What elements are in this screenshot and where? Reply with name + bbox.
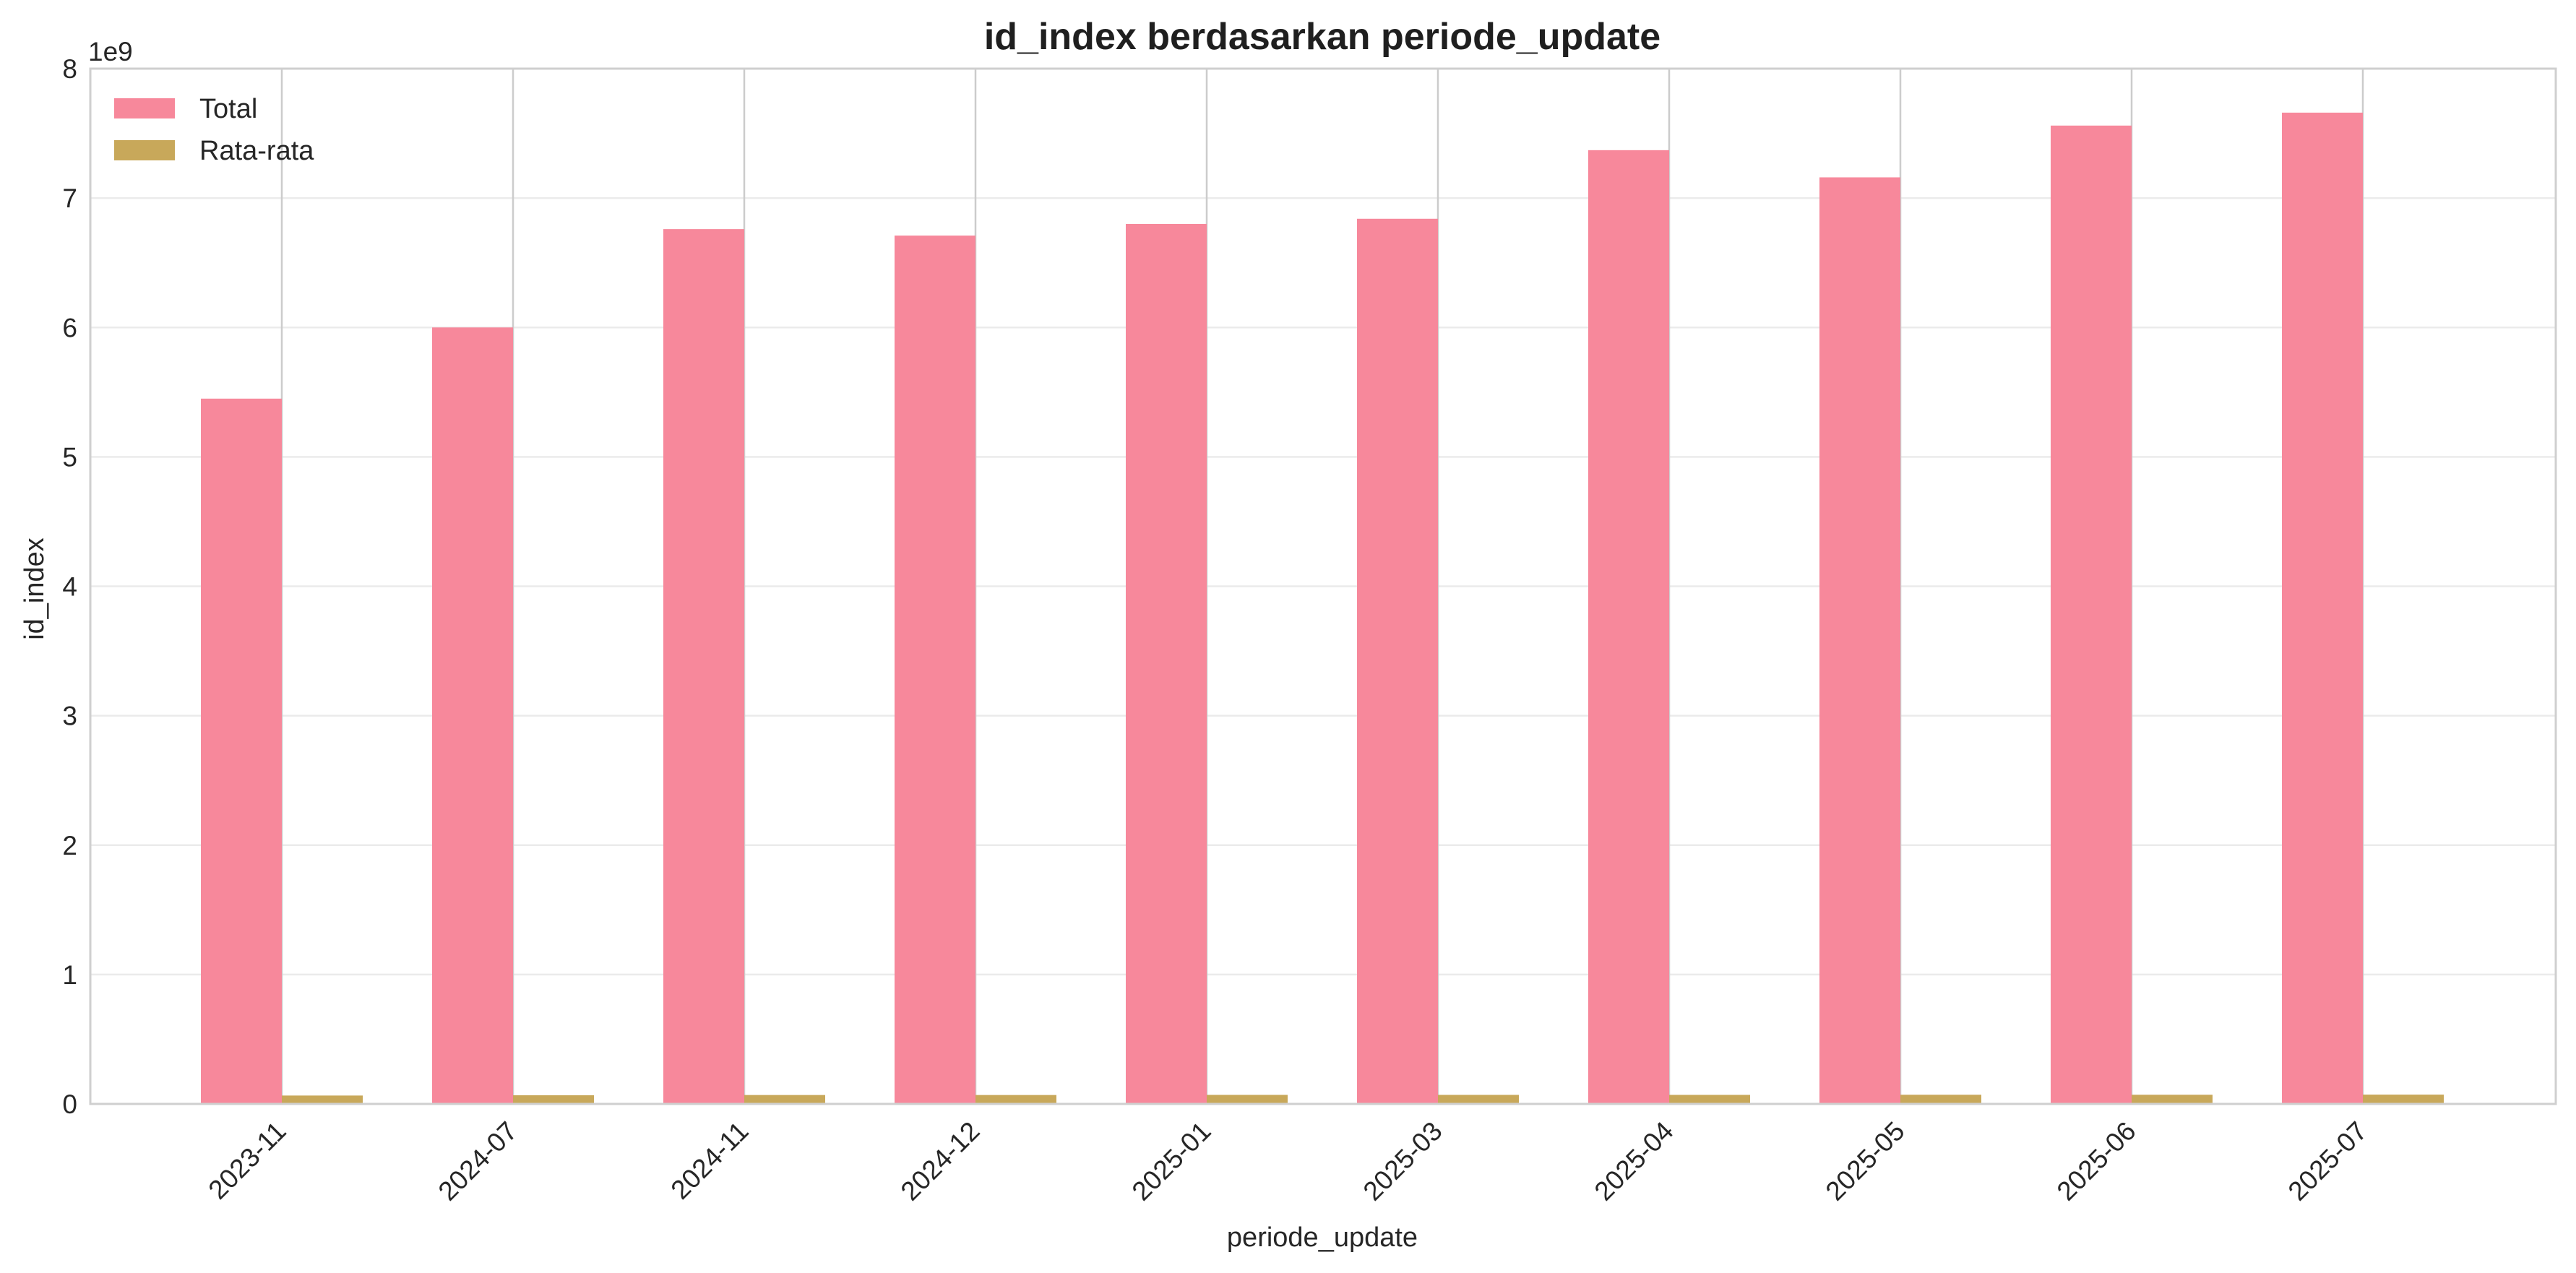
bar-total [201,398,282,1104]
bar-rata-rata [975,1095,1056,1104]
legend: Total Rata-rata [114,94,314,166]
x-tick-label: 2024-11 [665,1116,754,1205]
bar-total [1819,177,1900,1105]
x-tick-label: 2025-04 [1589,1116,1679,1207]
x-axis: 2023-11 2024-07 2024-11 2024-12 2025-01 2025-… [203,1116,2373,1207]
x-tick-label: 2025-06 [2051,1116,2142,1207]
bars [201,112,2444,1105]
x-tick-label: 2025-05 [1820,1116,1911,1207]
y-tick-label: 6 [62,313,77,342]
y-tick-label: 8 [62,54,77,84]
y-tick-label: 2 [62,831,77,860]
bar-rata-rata [744,1095,825,1104]
bar-total [2282,112,2363,1105]
x-tick-label: 2025-03 [1358,1116,1448,1207]
y-offset-label: 1e9 [88,37,133,66]
legend-swatch-total [114,98,175,118]
bar-total [432,327,513,1104]
bar-rata-rata [1438,1095,1519,1104]
bar-rata-rata [1207,1095,1288,1104]
y-tick-label: 1 [62,960,77,990]
legend-swatch-rata-rata [114,140,175,160]
x-tick-label: 2024-12 [895,1116,986,1207]
bar-rata-rata [513,1095,594,1104]
bar-total [663,229,744,1104]
y-tick-label: 0 [62,1089,77,1119]
x-tick-label: 2024-07 [433,1116,523,1207]
bar-rata-rata [1900,1095,1981,1104]
x-tick-label: 2025-01 [1127,1116,1217,1207]
bar-rata-rata [282,1095,363,1104]
bar-total [1357,218,1438,1104]
x-tick-label: 2025-07 [2283,1116,2373,1207]
bar-total [2051,125,2132,1105]
y-tick-label: 3 [62,702,77,731]
bar-rata-rata [2132,1095,2213,1104]
bar-rata-rata [1669,1095,1750,1104]
legend-label-rata-rata: Rata-rata [199,136,314,166]
plot-frame [89,67,2557,1105]
y-tick-label: 4 [62,572,77,602]
bar-total [1126,223,1207,1105]
y-tick-label: 7 [62,184,77,213]
bar-total [1588,150,1669,1104]
x-axis-label: periode_update [1227,1222,1418,1253]
legend-label-total: Total [199,94,257,124]
bar-rata-rata [2363,1095,2444,1104]
y-axis-label: id_index [20,538,50,640]
y-tick-label: 5 [62,442,77,472]
x-tick-label: 2023-11 [203,1116,292,1205]
bar-total [895,236,975,1104]
y-axis: 0 1 2 3 4 5 6 7 8 [62,54,77,1119]
chart-title: id_index berdasarkan periode_update [984,16,1660,58]
